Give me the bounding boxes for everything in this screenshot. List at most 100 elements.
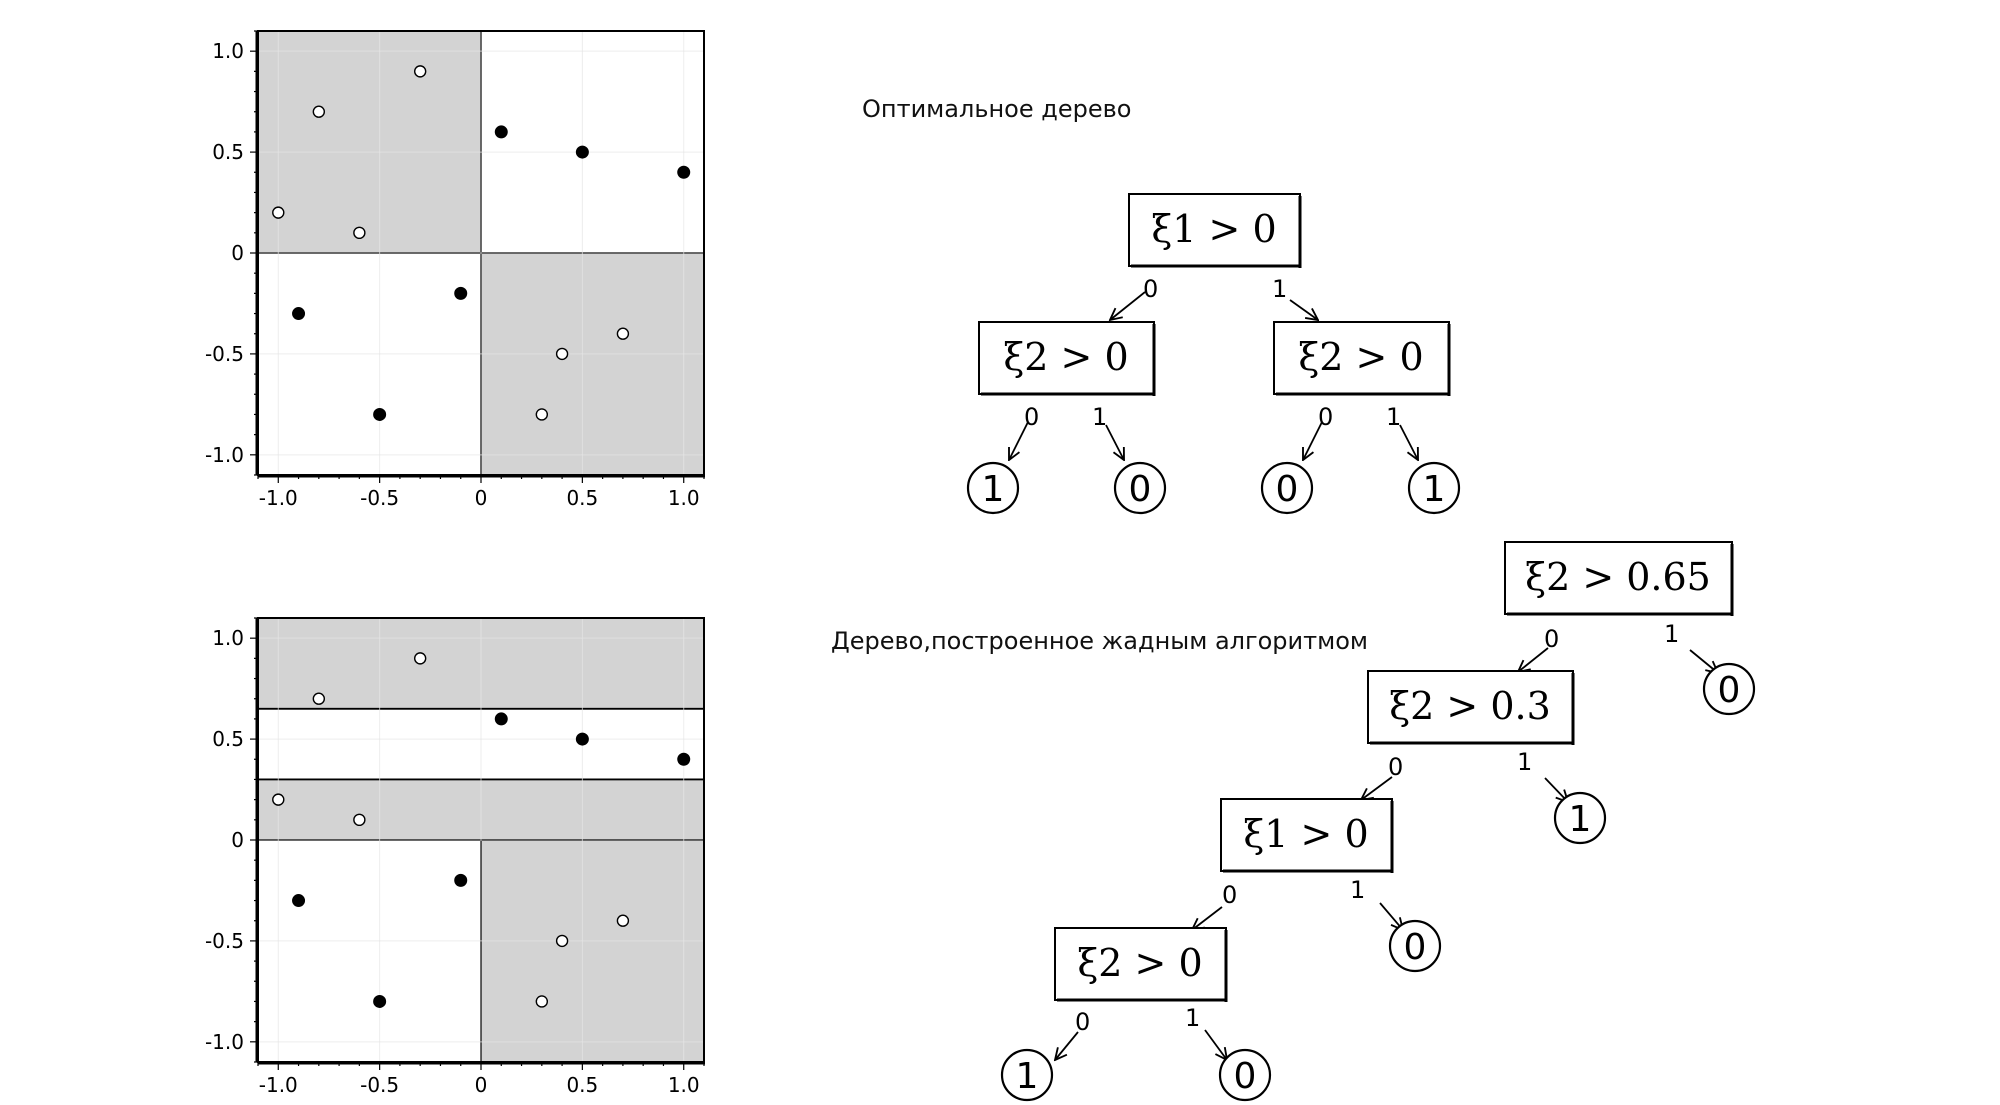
tree-leaf: 0: [1113, 461, 1167, 515]
y-tick-label: 0: [231, 241, 244, 265]
data-point-filled: [677, 165, 691, 179]
tree-leaf: 1: [1407, 461, 1461, 515]
optimal-tree: 0 1 0 1 0 1 ξ1 > 0 ξ2 > 0 ξ2 > 0: [966, 193, 1461, 515]
y-tick-label: -0.5: [205, 929, 244, 953]
data-point-hollow: [272, 793, 285, 806]
svg-text:0: 0: [1718, 670, 1741, 711]
edge-label: 0: [1143, 275, 1158, 303]
tree-leaf: 0: [1702, 662, 1756, 716]
data-point-filled: [373, 407, 387, 421]
data-point-hollow: [555, 934, 569, 948]
x-tick-label: -0.5: [360, 486, 399, 510]
data-point-filled: [575, 145, 589, 159]
tree-leaf: 1: [966, 461, 1020, 515]
x-tick-label: 1.0: [668, 1073, 700, 1097]
edge-label: 0: [1222, 881, 1237, 909]
data-point-hollow: [312, 105, 326, 118]
scatter-plot-greedy: -1.0 -0.5 0 0.5 1.0 -1.0 -0.5 0 0.5 1.0: [205, 617, 705, 1097]
x-tick-label: 1.0: [668, 486, 700, 510]
node-label: ξ1 > 0: [1151, 207, 1276, 251]
edge-label: 0: [1318, 403, 1333, 431]
y-tick-label: 0.5: [212, 140, 244, 164]
y-tick-label: -0.5: [205, 342, 244, 366]
edge-label: 0: [1388, 753, 1403, 781]
data-point-filled: [494, 712, 508, 726]
svg-text:1: 1: [1569, 799, 1592, 840]
data-point-hollow: [413, 652, 427, 665]
data-point-hollow: [312, 692, 326, 705]
svg-text:0: 0: [1404, 927, 1427, 968]
tree-node-3: ξ1 > 0: [1220, 798, 1394, 873]
greedy-tree-caption: Дерево,построенное жадным алгоритмом: [831, 627, 1369, 655]
svg-text:0: 0: [1234, 1056, 1257, 1097]
data-point-hollow: [353, 813, 366, 827]
edge-label: 1: [1272, 275, 1287, 303]
edge-label: 0: [1024, 403, 1039, 431]
data-point-filled: [454, 286, 468, 300]
tree-node-2: ξ2 > 0.3: [1367, 670, 1575, 745]
tree-node-1: ξ2 > 0.65: [1504, 541, 1734, 616]
svg-text:1: 1: [982, 469, 1005, 510]
tree-edge: [1303, 421, 1323, 460]
data-point-hollow: [616, 327, 630, 340]
node-label: ξ1 > 0: [1243, 812, 1368, 856]
node-label: ξ2 > 0: [1077, 941, 1202, 985]
edge-label: 1: [1092, 403, 1107, 431]
data-point-filled: [454, 873, 468, 887]
data-point-hollow: [353, 226, 366, 240]
tree-edge: [1361, 776, 1393, 800]
optimal-tree-caption: Оптимальное дерево: [862, 95, 1132, 123]
y-tick-label: 1.0: [212, 626, 244, 650]
edge-label: 1: [1664, 620, 1679, 648]
x-tick-label: 0.5: [566, 1073, 598, 1097]
scatter-plot-optimal: -1.0 -0.5 0 0.5 1.0 -1.0 -0.5 0 0.5 1.0: [205, 30, 705, 510]
data-point-hollow: [616, 914, 630, 927]
y-tick-label: 0.5: [212, 727, 244, 751]
x-tick-label: 0: [475, 486, 488, 510]
tree-edge: [1105, 424, 1124, 460]
x-tick-label: -1.0: [259, 1073, 298, 1097]
data-point-filled: [677, 752, 691, 766]
x-tick-label: 0.5: [566, 486, 598, 510]
edge-label: 1: [1386, 403, 1401, 431]
tree-leaf: 0: [1218, 1048, 1272, 1102]
node-label: ξ2 > 0: [1003, 335, 1128, 379]
tree-edge: [1518, 647, 1549, 672]
data-point-filled: [292, 307, 306, 321]
edge-label: 1: [1517, 748, 1532, 776]
data-point-hollow: [535, 995, 549, 1008]
unshaded-region: [257, 839, 482, 1063]
tree-node-4: ξ2 > 0: [1054, 927, 1228, 1002]
data-point-filled: [494, 125, 508, 139]
data-point-filled: [373, 994, 387, 1008]
y-tick-label: 0: [231, 828, 244, 852]
svg-text:0: 0: [1276, 469, 1299, 510]
x-tick-label: -0.5: [360, 1073, 399, 1097]
edge-label: 1: [1350, 876, 1365, 904]
data-point-hollow: [535, 408, 549, 421]
tree-edge: [1289, 299, 1318, 320]
tree-leaf: 1: [1553, 791, 1607, 845]
y-tick-label: -1.0: [205, 1030, 244, 1054]
x-tick-label: 0: [475, 1073, 488, 1097]
edge-label: 1: [1185, 1004, 1200, 1032]
edge-label: 0: [1075, 1008, 1090, 1036]
svg-text:1: 1: [1423, 469, 1446, 510]
shaded-region: [257, 30, 482, 254]
data-point-hollow: [272, 206, 285, 219]
tree-edge: [1192, 906, 1223, 930]
tree-node-root: ξ1 > 0: [1128, 193, 1302, 268]
tree-edge: [1009, 421, 1029, 460]
node-label: ξ2 > 0.65: [1525, 555, 1711, 599]
tree-edge: [1110, 291, 1146, 320]
tree-leaf: 0: [1388, 919, 1442, 973]
greedy-tree: 0 1 0 1 0 1 0 1 ξ2 > 0.65 ξ2 > 0.3 ξ1 > …: [1000, 541, 1756, 1102]
shaded-region: [480, 839, 705, 1063]
tree-leaf: 1: [1000, 1048, 1054, 1102]
tree-edge: [1204, 1029, 1227, 1060]
svg-text:1: 1: [1016, 1056, 1039, 1097]
node-label: ξ2 > 0: [1298, 335, 1423, 379]
y-tick-label: 1.0: [212, 39, 244, 63]
optimal-tree-edges: [1009, 291, 1418, 460]
